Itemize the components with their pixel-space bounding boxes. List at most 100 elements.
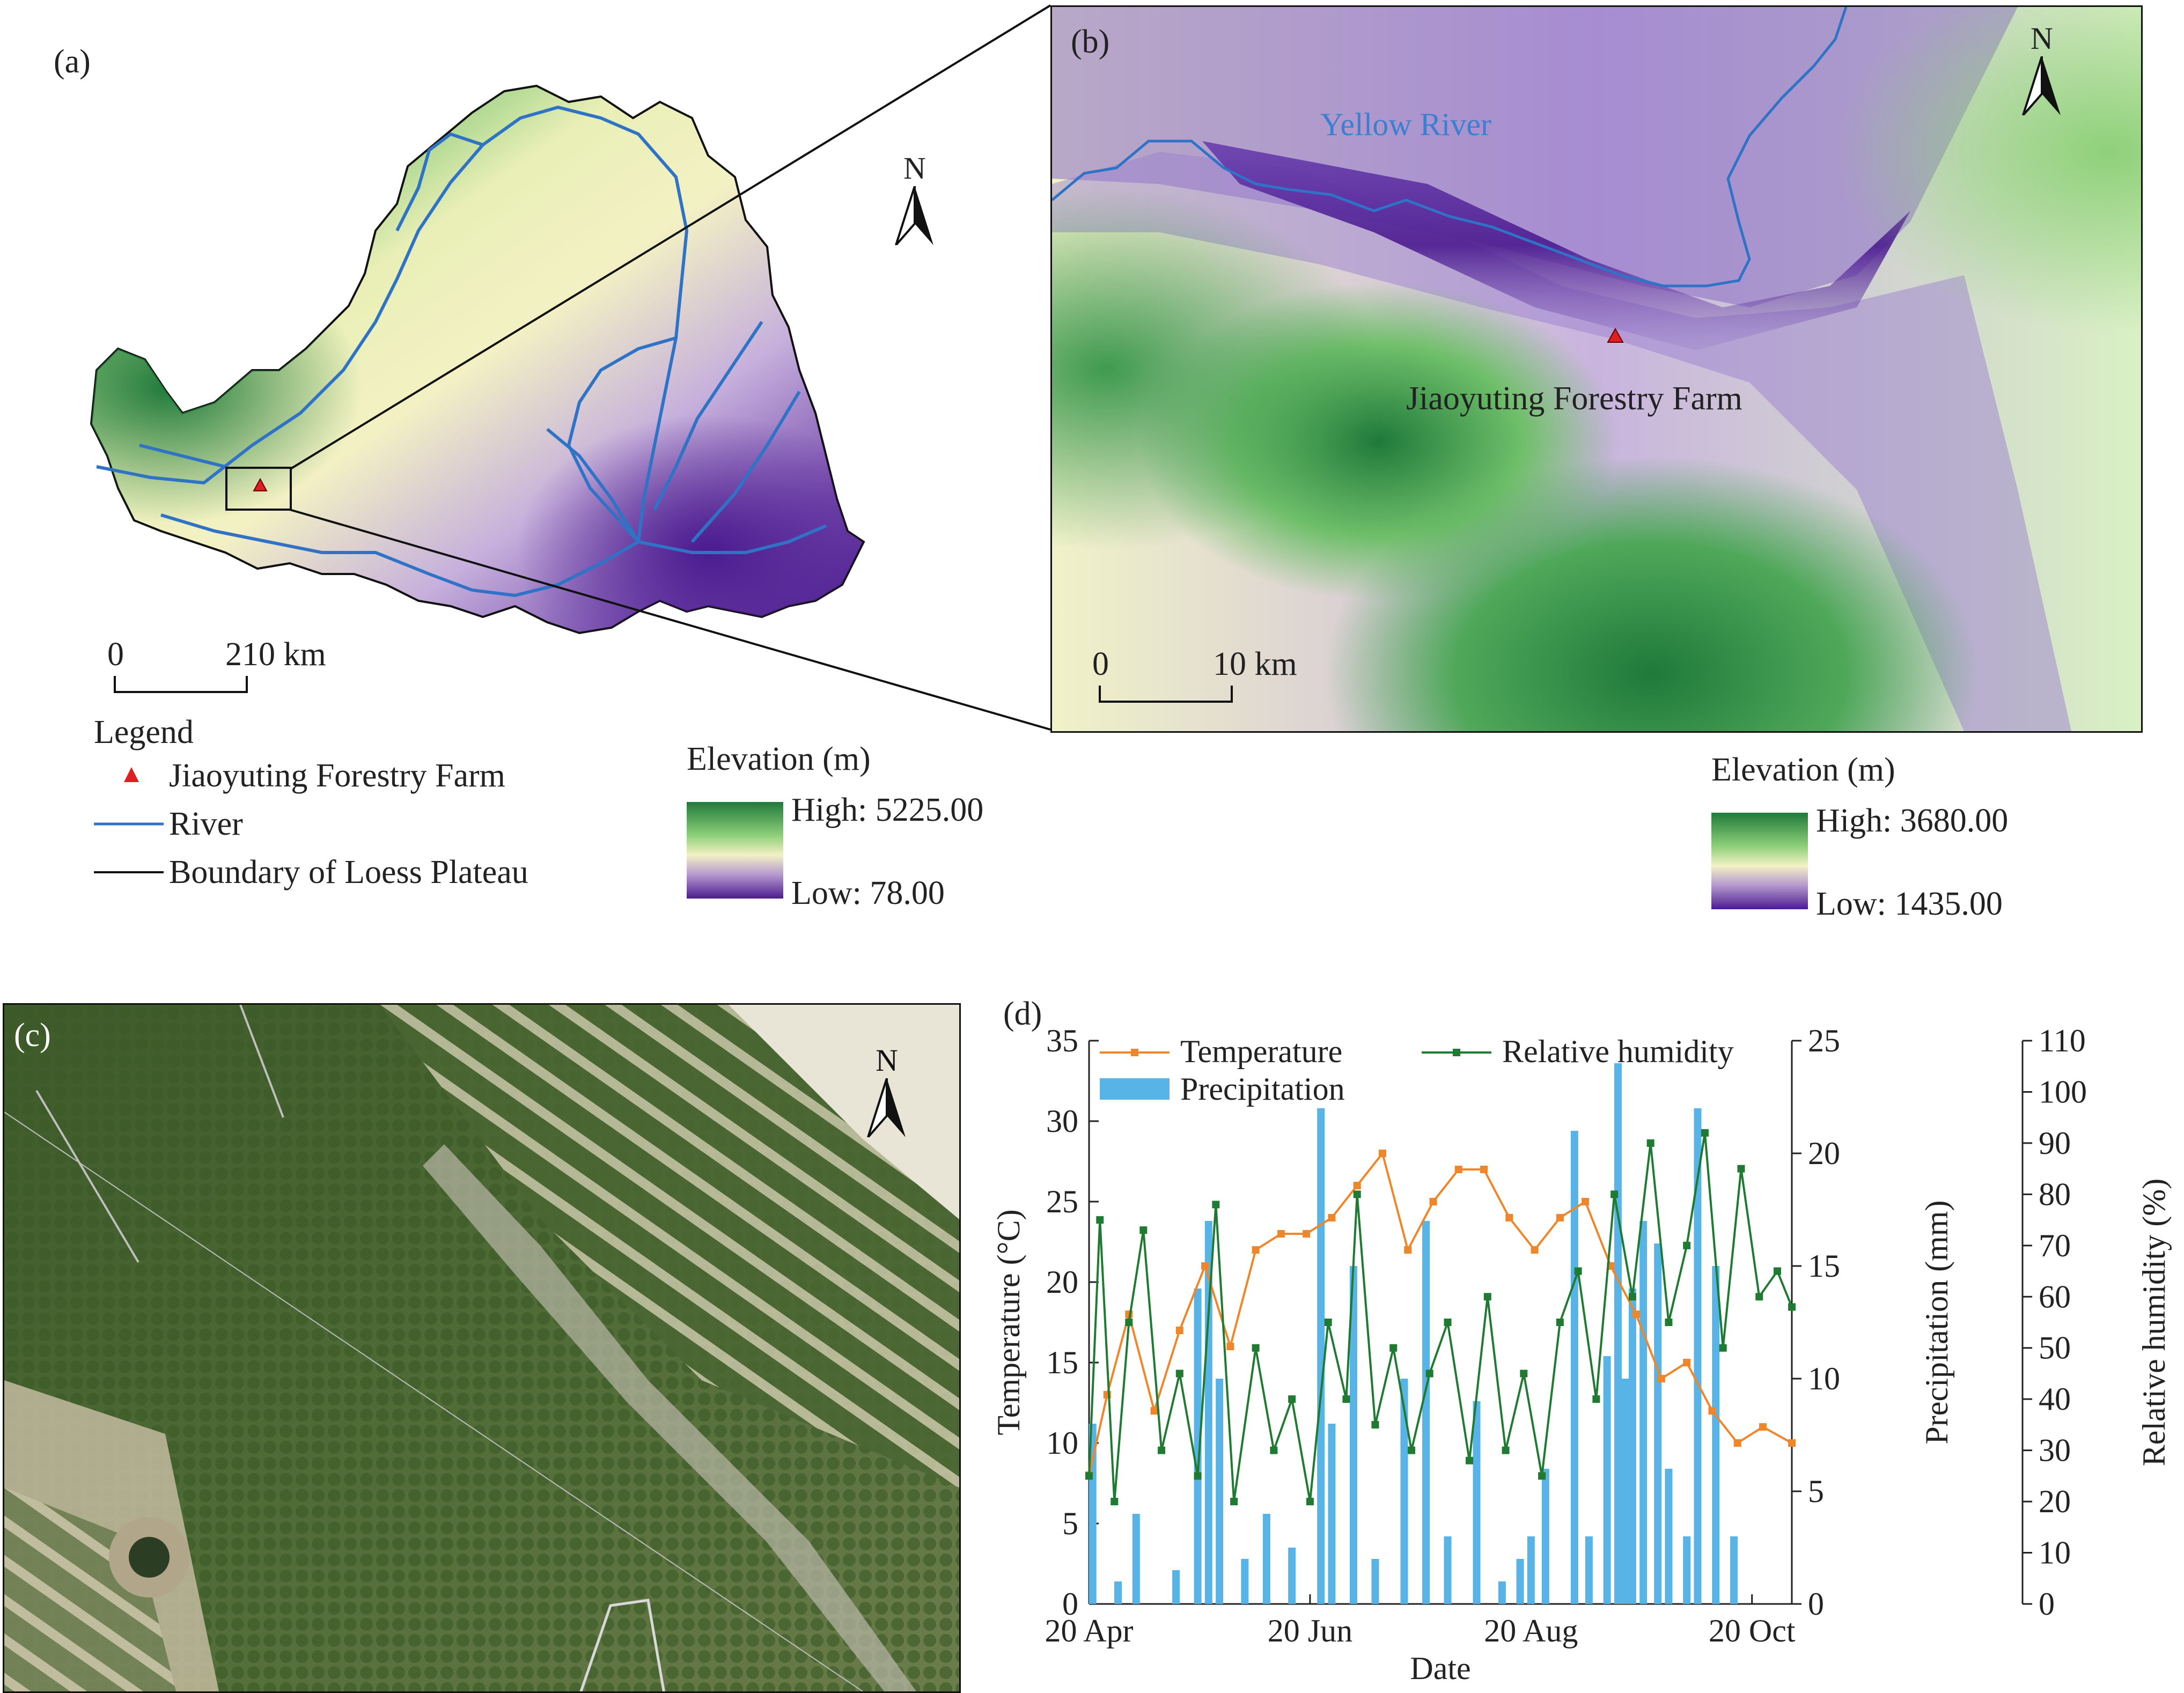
precipitation-bar bbox=[1288, 1548, 1296, 1604]
temperature-point bbox=[1353, 1182, 1361, 1189]
legend-label: Boundary of Loess Plateau bbox=[169, 853, 528, 890]
temperature-tick-label: 20 bbox=[1046, 1264, 1078, 1300]
temperature-point bbox=[1531, 1246, 1539, 1254]
north-arrow-a: N bbox=[891, 150, 939, 248]
precipitation-tick-label: 0 bbox=[1808, 1586, 1824, 1622]
humidity-tick-label: 100 bbox=[2039, 1074, 2087, 1109]
temperature-point bbox=[1556, 1214, 1564, 1221]
precipitation-bar bbox=[1585, 1536, 1593, 1604]
temperature-point bbox=[1404, 1246, 1412, 1254]
humidity-point bbox=[1719, 1344, 1727, 1352]
detail-elevation-map bbox=[1052, 7, 2141, 731]
scale-line bbox=[114, 676, 248, 693]
precipitation-bar bbox=[1570, 1131, 1578, 1604]
humidity-tick-label: 50 bbox=[2039, 1330, 2071, 1366]
humidity-point bbox=[1611, 1190, 1619, 1198]
precipitation-bar bbox=[1349, 1266, 1357, 1604]
precipitation-bar bbox=[1216, 1379, 1224, 1604]
climate-chart: 0 5 10 15 20 25 30 35 0 5 10 15 20 25 0 10 20 30 40 50 60 70 8… bbox=[991, 1023, 2172, 1684]
legend-item-site: Jiaoyuting Forestry Farm bbox=[94, 752, 528, 800]
precipitation-bar bbox=[1498, 1581, 1506, 1604]
humidity-point bbox=[1389, 1344, 1398, 1352]
yellow-river-line bbox=[1052, 7, 1848, 288]
legend-item-boundary: Boundary of Loess Plateau bbox=[94, 848, 528, 896]
humidity-point bbox=[1502, 1446, 1510, 1454]
legend-title: Legend bbox=[94, 714, 194, 750]
humidity-point bbox=[1324, 1319, 1332, 1326]
humidity-point bbox=[1665, 1319, 1673, 1326]
precipitation-bar bbox=[1516, 1559, 1524, 1604]
triangle-icon bbox=[124, 767, 139, 782]
humidity-tick-label: 30 bbox=[2039, 1433, 2071, 1468]
precipitation-bar bbox=[1172, 1570, 1180, 1604]
temperature-point bbox=[1175, 1327, 1183, 1334]
humidity-point bbox=[1342, 1395, 1350, 1403]
humidity-point bbox=[1574, 1267, 1582, 1275]
temperature-tick-label: 35 bbox=[1046, 1023, 1078, 1058]
boundary-line-icon bbox=[94, 871, 164, 873]
panel-b-label: (b) bbox=[1071, 24, 1110, 60]
temperature-point bbox=[1480, 1166, 1488, 1173]
temperature-point bbox=[1632, 1311, 1640, 1318]
precipitation-bar bbox=[1730, 1536, 1738, 1604]
temperature-point bbox=[1582, 1198, 1590, 1205]
legend-humidity-marker bbox=[1453, 1049, 1460, 1056]
precipitation-bar bbox=[1683, 1536, 1691, 1604]
humidity-point bbox=[1701, 1129, 1709, 1137]
humidity-tick-label: 20 bbox=[2039, 1484, 2071, 1519]
precipitation-bar bbox=[1654, 1243, 1662, 1604]
temperature-tick-label: 25 bbox=[1046, 1184, 1078, 1219]
humidity-point bbox=[1646, 1139, 1654, 1147]
river-line-icon bbox=[94, 822, 164, 826]
precipitation-bar bbox=[1473, 1401, 1481, 1604]
precipitation-tick-label: 10 bbox=[1808, 1361, 1840, 1396]
humidity-tick-label: 40 bbox=[2039, 1381, 2071, 1417]
humidity-tick-label: 70 bbox=[2039, 1228, 2071, 1263]
precipitation-bar bbox=[1444, 1536, 1452, 1604]
elevation-legend-b: Elevation (m) High: 3680.00 Low: 1435.00 bbox=[1711, 751, 2008, 922]
elevation-low: Low: 1435.00 bbox=[1816, 886, 2003, 922]
site-marker bbox=[1607, 327, 1624, 343]
humidity-point bbox=[1755, 1293, 1763, 1301]
humidity-point bbox=[1371, 1420, 1379, 1429]
precipitation-tick-label: 20 bbox=[1808, 1136, 1840, 1171]
humidity-tick-label: 10 bbox=[2039, 1535, 2071, 1571]
temperature-point bbox=[1708, 1407, 1716, 1415]
temperature-point bbox=[1201, 1262, 1209, 1270]
temperature-tick-label: 15 bbox=[1046, 1345, 1078, 1380]
loess-plateau-map bbox=[90, 84, 865, 635]
temperature-point bbox=[1454, 1166, 1462, 1173]
precipitation-tick-label: 25 bbox=[1808, 1023, 1840, 1058]
site-marker bbox=[253, 477, 268, 491]
panel-c-aerial-photo: (c) N bbox=[3, 1003, 961, 1693]
precipitation-bar bbox=[1114, 1581, 1122, 1604]
north-arrow-icon bbox=[895, 186, 933, 246]
temperature-tick-label: 10 bbox=[1046, 1425, 1078, 1461]
precipitation-axis-title: Precipitation (mm) bbox=[1919, 1201, 1954, 1445]
precipitation-bar bbox=[1204, 1221, 1212, 1604]
legend-temperature-marker bbox=[1131, 1049, 1138, 1056]
humidity-point bbox=[1538, 1472, 1546, 1480]
temperature-axis-title: Temperature (°C) bbox=[991, 1209, 1026, 1435]
scale-end: 10 km bbox=[1213, 646, 1297, 682]
humidity-point bbox=[1111, 1498, 1119, 1506]
humidity-point bbox=[1175, 1370, 1183, 1378]
precipitation-bar bbox=[1241, 1559, 1249, 1604]
precipitation-bar bbox=[1639, 1221, 1648, 1604]
humidity-tick-label: 110 bbox=[2039, 1023, 2086, 1058]
precipitation-bar bbox=[1603, 1356, 1611, 1604]
temperature-point bbox=[1683, 1359, 1691, 1366]
precipitation-bar bbox=[1132, 1514, 1140, 1604]
legend-precipitation-label: Precipitation bbox=[1180, 1071, 1345, 1107]
humidity-tick-label: 80 bbox=[2039, 1176, 2071, 1212]
humidity-point bbox=[1125, 1319, 1133, 1326]
humidity-point bbox=[1085, 1472, 1093, 1480]
elevation-high: High: 3680.00 bbox=[1816, 803, 2009, 839]
precipitation-bar bbox=[1422, 1221, 1430, 1604]
humidity-point bbox=[1628, 1293, 1636, 1301]
date-axis-title: Date bbox=[1410, 1651, 1470, 1684]
scale-start: 0 bbox=[1092, 646, 1109, 682]
elevation-low: Low: 78.00 bbox=[791, 875, 945, 911]
precipitation-bar bbox=[1400, 1379, 1408, 1604]
precipitation-bar bbox=[1262, 1514, 1270, 1604]
